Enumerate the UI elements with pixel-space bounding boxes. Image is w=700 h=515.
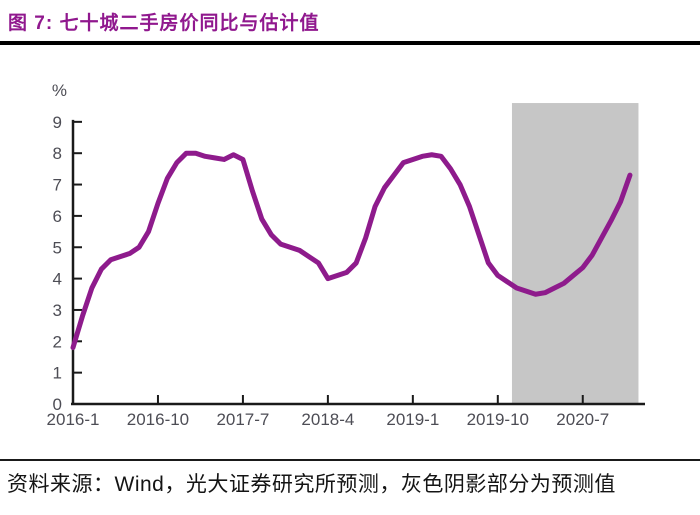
y-tick-label: 3 bbox=[53, 301, 62, 320]
forecast-band bbox=[511, 103, 639, 404]
y-axis-unit-label: % bbox=[52, 81, 67, 100]
x-tick-label: 2018-4 bbox=[301, 410, 354, 429]
header-rule bbox=[0, 41, 700, 45]
x-tick-label: 2017-7 bbox=[216, 410, 269, 429]
y-tick-label: 5 bbox=[53, 238, 62, 257]
y-tick-label: 6 bbox=[53, 207, 62, 226]
footer-rule bbox=[0, 459, 700, 461]
x-tick-label: 2019-1 bbox=[386, 410, 439, 429]
figure-title: 图 7: 七十城二手房价同比与估计值 bbox=[8, 13, 320, 34]
source-note: 资料来源：Wind，光大证券研究所预测，灰色阴影部分为预测值 bbox=[7, 473, 616, 496]
y-tick-label: 1 bbox=[53, 364, 62, 383]
y-tick-label: 4 bbox=[53, 270, 62, 289]
x-tick-label: 2020-7 bbox=[556, 410, 609, 429]
y-tick-label: 2 bbox=[53, 332, 62, 351]
x-tick-label: 2016-1 bbox=[47, 410, 100, 429]
x-tick-label: 2019-10 bbox=[467, 410, 529, 429]
price-line bbox=[70, 150, 633, 351]
y-tick-label: 7 bbox=[53, 176, 62, 195]
y-tick-label: 8 bbox=[53, 144, 62, 163]
y-tick-label: 0 bbox=[53, 395, 62, 414]
y-tick-label: 9 bbox=[53, 113, 62, 132]
x-tick-label: 2016-10 bbox=[127, 410, 189, 429]
